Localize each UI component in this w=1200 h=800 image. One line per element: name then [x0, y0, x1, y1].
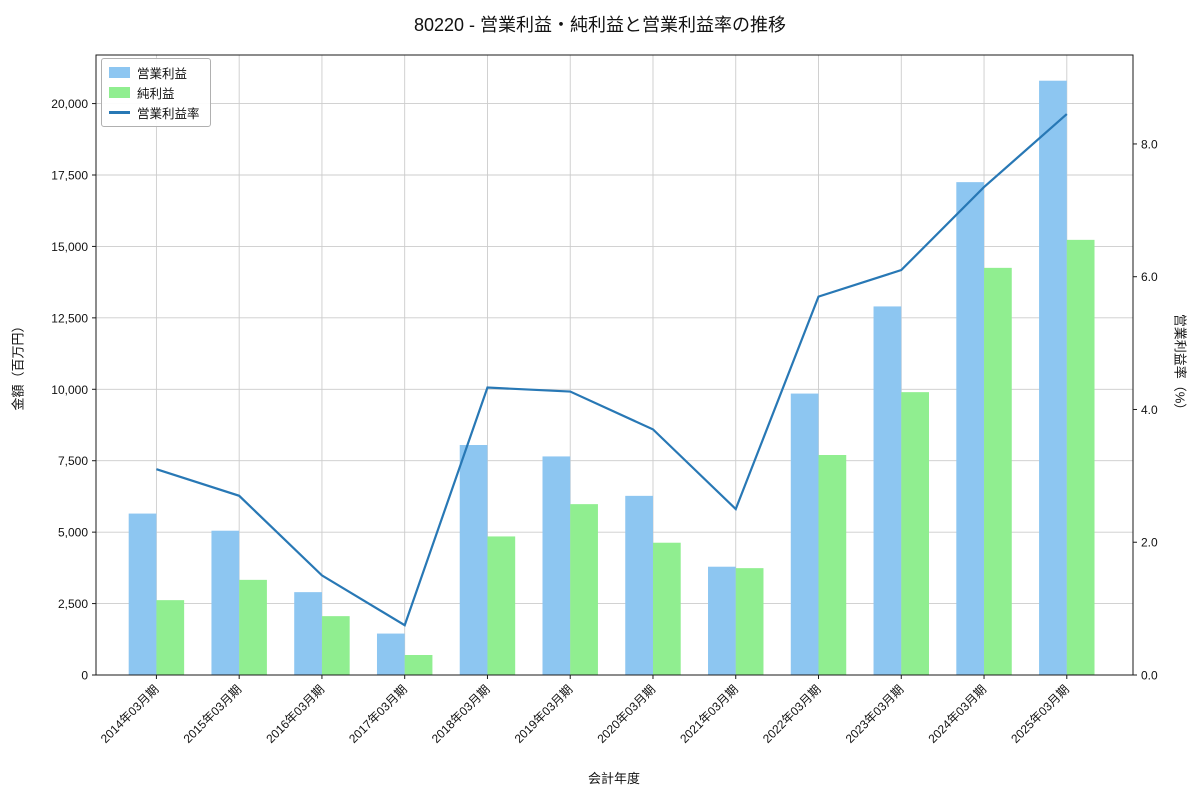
bar-series0-7 — [708, 566, 736, 675]
bar-series0-0 — [128, 513, 157, 675]
legend: 営業利益 純利益 営業利益率 — [101, 58, 211, 127]
x-tick-label: 2019年03月期 — [512, 682, 576, 746]
bar-series1-10 — [984, 267, 1012, 675]
bar-series0-1 — [211, 530, 240, 675]
legend-label-net-profit: 純利益 — [137, 87, 175, 101]
legend-label-operating-profit: 営業利益 — [137, 67, 188, 81]
right-tick-label: 2.0 — [1141, 536, 1158, 550]
x-tick-label: 2014年03月期 — [98, 682, 162, 746]
legend-item-net-profit: 純利益 — [109, 84, 200, 101]
bar-series1-3 — [404, 655, 433, 675]
left-tick-label: 2,500 — [58, 597, 88, 611]
x-axis-label: 会計年度 — [587, 771, 641, 786]
bar-series0-9 — [873, 306, 902, 675]
bar-series0-4 — [459, 445, 488, 675]
left-tick-label: 7,500 — [58, 454, 88, 468]
bar-series1-6 — [652, 542, 681, 675]
bar-series1-2 — [321, 616, 350, 675]
bar-series1-0 — [156, 600, 185, 675]
left-tick-label: 12,500 — [51, 311, 88, 325]
left-tick-label: 5,000 — [58, 526, 88, 540]
operating-margin-line — [156, 113, 1068, 627]
bar-series1-7 — [735, 568, 764, 675]
left-tick-label: 20,000 — [51, 97, 88, 111]
x-tick-label: 2023年03月期 — [843, 682, 907, 746]
bar-series0-3 — [376, 633, 405, 675]
bar-series1-8 — [818, 455, 847, 675]
left-tick-label: 10,000 — [51, 383, 88, 397]
x-tick-label: 2024年03月期 — [925, 682, 989, 746]
left-tick-label: 15,000 — [51, 240, 88, 254]
bar-series1-9 — [901, 392, 929, 675]
left-y-axis-label: 金額（百万円） — [10, 319, 26, 411]
bar-series1-11 — [1066, 239, 1095, 675]
bar-series0-8 — [790, 393, 819, 675]
x-tick-label: 2022年03月期 — [760, 682, 824, 746]
legend-label-operating-margin: 営業利益率 — [137, 107, 200, 121]
x-tick-label: 2015年03月期 — [181, 682, 245, 746]
x-tick-label: 2018年03月期 — [429, 682, 493, 746]
right-tick-label: 6.0 — [1141, 270, 1158, 284]
left-tick-label: 0 — [81, 669, 88, 683]
bar-series0-2 — [294, 592, 322, 675]
legend-swatch-operating-profit — [109, 67, 130, 78]
bar-series1-4 — [487, 536, 516, 675]
x-tick-label: 2020年03月期 — [594, 682, 658, 746]
x-tick-label: 2016年03月期 — [263, 682, 327, 746]
axes-frame — [95, 54, 1134, 676]
bar-series0-6 — [625, 495, 653, 675]
x-tick-label: 2025年03月期 — [1008, 682, 1072, 746]
right-y-axis-label: 営業利益率（%） — [1172, 313, 1188, 417]
legend-item-operating-margin: 営業利益率 — [109, 104, 200, 121]
chart-title: 80220 - 営業利益・純利益と営業利益率の推移 — [413, 15, 787, 35]
x-tick-label: 2017年03月期 — [346, 682, 410, 746]
right-tick-label: 8.0 — [1141, 137, 1158, 151]
right-tick-label: 4.0 — [1141, 403, 1158, 417]
bar-series1-1 — [239, 579, 267, 675]
right-tick-label: 0.0 — [1141, 669, 1158, 683]
left-tick-label: 17,500 — [51, 169, 88, 183]
legend-item-operating-profit: 営業利益 — [109, 64, 200, 81]
bar-series0-11 — [1039, 80, 1067, 675]
legend-swatch-operating-margin-line — [109, 111, 130, 114]
bar-series0-10 — [956, 182, 985, 675]
x-tick-label: 2021年03月期 — [677, 682, 741, 746]
legend-swatch-net-profit — [109, 87, 130, 98]
bar-series1-5 — [570, 504, 598, 675]
bar-series0-5 — [542, 456, 571, 675]
